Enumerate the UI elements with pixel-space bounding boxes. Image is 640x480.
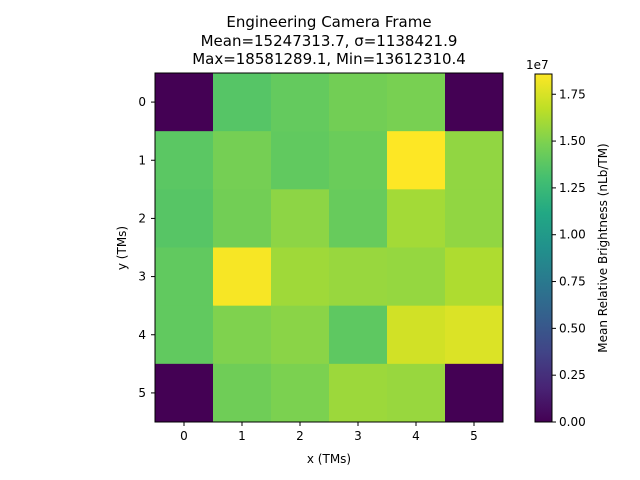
colorbar-tick-label: 1.50 — [559, 134, 586, 148]
colorbar-ticks: 0.00 0.25 0.50 0.75 1.00 1.25 1.50 1.75 — [552, 87, 586, 429]
heatmap-cell — [329, 73, 388, 132]
colorbar-multiplier: 1e7 — [526, 58, 549, 72]
heatmap-cell — [213, 363, 272, 423]
y-tick-label: 5 — [138, 386, 146, 400]
heatmap-cell — [155, 305, 214, 365]
x-tick-label: 2 — [296, 429, 304, 443]
colorbar-tick-label: 1.75 — [559, 87, 586, 101]
y-axis-ticks: 0 1 2 3 4 5 — [138, 95, 155, 400]
plot-frame — [154, 72, 504, 423]
colorbar-label: Mean Relative Brightness (nLb/TM) — [596, 143, 610, 352]
chart-title-line-3: Max=18581289.1, Min=13612310.4 — [192, 50, 466, 68]
heatmap-cell — [445, 189, 504, 248]
heatmap-cell — [445, 73, 504, 132]
heatmap-cell — [271, 73, 330, 132]
heatmap-cell — [329, 189, 388, 248]
heatmap-cell — [387, 305, 446, 365]
y-tick-label: 0 — [138, 95, 146, 109]
heatmap-cell — [155, 247, 214, 307]
heatmap-cell — [213, 189, 272, 248]
x-tick-label: 4 — [412, 429, 420, 443]
heatmap-cell — [271, 131, 330, 190]
heatmap-cell — [329, 247, 388, 307]
x-axis-ticks: 0 1 2 3 4 5 — [180, 422, 478, 443]
y-tick-label: 2 — [138, 211, 146, 225]
colorbar-tick-label: 1.00 — [559, 228, 586, 242]
heatmap-cell — [271, 247, 330, 307]
x-tick-label: 1 — [238, 429, 246, 443]
y-tick-label: 1 — [138, 153, 146, 167]
heatmap-cell — [387, 189, 446, 248]
heatmap-cell — [271, 305, 330, 365]
heatmap-cell — [387, 73, 446, 132]
heatmap-cell — [329, 363, 388, 423]
heatmap-cell — [213, 131, 272, 190]
heatmap-cell — [445, 363, 504, 423]
heatmap-cell — [387, 131, 446, 190]
colorbar-tick-label: 0.75 — [559, 275, 586, 289]
heatmap-cell — [213, 247, 272, 307]
chart-title-line-1: Engineering Camera Frame — [226, 13, 431, 31]
colorbar-tick-label: 1.25 — [559, 181, 586, 195]
heatmap-cell — [155, 73, 214, 132]
colorbar-tick-label: 0.25 — [559, 368, 586, 382]
x-axis-label: x (TMs) — [307, 452, 351, 466]
heatmap-cell — [445, 305, 504, 365]
x-tick-label: 3 — [354, 429, 362, 443]
chart-title-line-2: Mean=15247313.7, σ=1138421.9 — [201, 32, 458, 50]
heatmap-cells — [155, 73, 504, 423]
heatmap-cell — [445, 131, 504, 190]
heatmap-cell — [445, 247, 504, 307]
y-axis-label: y (TMs) — [115, 226, 129, 270]
heatmap-cell — [155, 363, 214, 423]
x-tick-label: 5 — [470, 429, 478, 443]
heatmap-cell — [271, 189, 330, 248]
colorbar — [534, 73, 553, 423]
x-tick-label: 0 — [180, 429, 188, 443]
y-tick-label: 3 — [138, 270, 146, 284]
heatmap-cell — [213, 73, 272, 132]
heatmap-cell — [329, 131, 388, 190]
heatmap-cell — [329, 305, 388, 365]
y-tick-label: 4 — [138, 328, 146, 342]
heatmap-cell — [271, 363, 330, 423]
colorbar-tick-label: 0.50 — [559, 321, 586, 335]
heatmap-cell — [387, 247, 446, 307]
colorbar-tick-label: 0.00 — [559, 415, 586, 429]
heatmap-cell — [155, 189, 214, 248]
heatmap-cell — [213, 305, 272, 365]
heatmap-cell — [387, 363, 446, 423]
heatmap-cell — [155, 131, 214, 190]
